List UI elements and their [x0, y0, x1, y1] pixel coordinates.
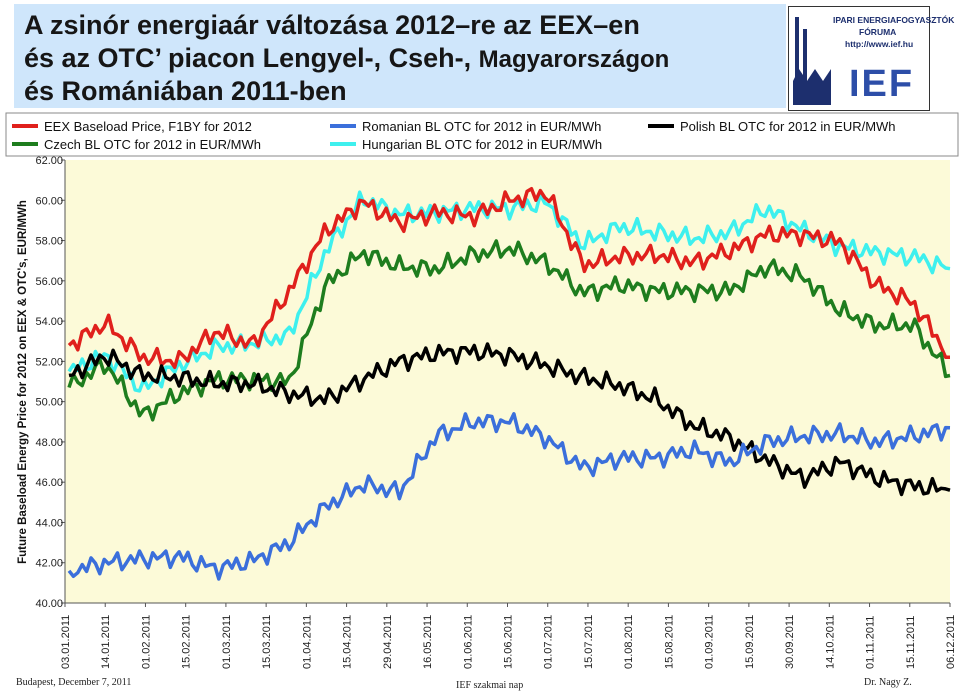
x-tick-label: 03.01.2011: [60, 615, 72, 669]
footer-event: IEF szakmai nap: [456, 680, 524, 691]
x-tick-label: 01.03.2011: [221, 615, 233, 669]
logo-line-2: FÓRUMA: [859, 27, 897, 37]
x-tick-label: 29.04.2011: [382, 615, 394, 669]
y-tick-label: 58.00: [35, 236, 63, 248]
logo-line-3: http://www.ief.hu: [845, 39, 914, 49]
y-tick-label: 60.00: [35, 195, 63, 207]
x-tick-label: 30.09.2011: [784, 615, 796, 669]
x-tick-label: 01.08.2011: [623, 615, 635, 669]
x-tick-label: 14.10.2011: [824, 615, 836, 669]
x-tick-label: 01.06.2011: [462, 615, 474, 669]
title-banner: A zsinór energiaár változása 2012–re az …: [14, 4, 786, 108]
y-axis: 40.00 42.00 44.00 46.00 48.00 50.00 52.00 54.00…: [35, 155, 66, 610]
y-tick-label: 42.00: [35, 558, 63, 570]
legend-label: Romanian BL OTC for 2012 in EUR/MWh: [362, 119, 601, 134]
x-tick-label: 01.07.2011: [543, 615, 555, 669]
title-line-1: A zsinór energiaár változása 2012–re az …: [24, 10, 640, 40]
legend-box: [5, 112, 959, 157]
title-line-2: és az OTC’ piacon Lengyel-, Cseh-, Magya…: [24, 43, 669, 74]
title-line-3: és Romániában 2011-ben: [24, 76, 347, 106]
y-tick-label: 40.00: [35, 598, 63, 610]
y-tick-label: 54.00: [35, 316, 63, 328]
legend-label: Hungarian BL OTC for 2012 in EUR/MWh: [362, 137, 602, 152]
x-tick-label: 15.09.2011: [744, 615, 756, 669]
x-tick-label: 16.05.2011: [422, 615, 434, 669]
x-tick-label: 15.08.2011: [663, 615, 675, 669]
x-tick-label: 01.11.2011: [865, 616, 877, 669]
ief-logo: IPARI ENERGIAFOGYASZTÓK FÓRUMA http://ww…: [788, 6, 954, 111]
footer-author: Dr. Nagy Z.: [864, 677, 912, 688]
factory-icon: [793, 17, 831, 105]
y-axis-label: Future Baseload Energy Price for 2012 on…: [17, 200, 29, 564]
y-tick-label: 48.00: [35, 437, 63, 449]
series-lines: [67, 186, 951, 581]
y-tick-label: 50.00: [35, 397, 63, 409]
x-tick-label: 15.06.2011: [503, 615, 515, 669]
series-line: [68, 342, 951, 497]
y-tick-label: 44.00: [35, 517, 63, 529]
y-tick-label: 46.00: [35, 477, 63, 489]
legend-label: Polish BL OTC for 2012 in EUR/MWh: [680, 119, 896, 134]
series-line: [67, 190, 951, 393]
y-tick-label: 56.00: [35, 276, 63, 288]
footer-location: Budapest, December 7, 2011: [16, 677, 132, 688]
x-tick-label: 06.12.2011: [945, 615, 957, 669]
legend: EEX Baseload Price, F1BY for 2012 Romania…: [12, 119, 896, 152]
legend-label: EEX Baseload Price, F1BY for 2012: [44, 119, 252, 134]
x-tick-label: 15.03.2011: [261, 615, 273, 669]
logo-mark: IEF: [849, 63, 915, 105]
series-line: [67, 186, 950, 370]
x-tick-label: 15.07.2011: [583, 615, 595, 669]
y-tick-label: 62.00: [35, 155, 63, 167]
x-tick-label: 01.09.2011: [704, 615, 716, 669]
x-tick-label: 01.02.2011: [140, 615, 152, 669]
legend-label: Czech BL OTC for 2012 in EUR/MWh: [44, 137, 261, 152]
x-tick-label: 01.04.2011: [301, 615, 313, 669]
x-axis: 03.01.2011 14.01.2011 01.02.2011 15.02.2011…: [60, 602, 957, 669]
series-line: [67, 412, 951, 581]
x-tick-label: 15.02.2011: [181, 615, 193, 669]
x-tick-label: 15.11.2011: [905, 616, 917, 669]
y-tick-label: 52.00: [35, 356, 63, 368]
logo-line-1: IPARI ENERGIAFOGYASZTÓK: [833, 15, 955, 25]
title-line-2b: Magyarországon: [478, 46, 670, 73]
x-tick-label: 15.04.2011: [342, 615, 354, 669]
series-line: [67, 239, 951, 422]
title-line-2a: és az OTC’ piacon Lengyel-, Cseh-,: [24, 43, 479, 73]
x-tick-label: 14.01.2011: [100, 615, 112, 669]
